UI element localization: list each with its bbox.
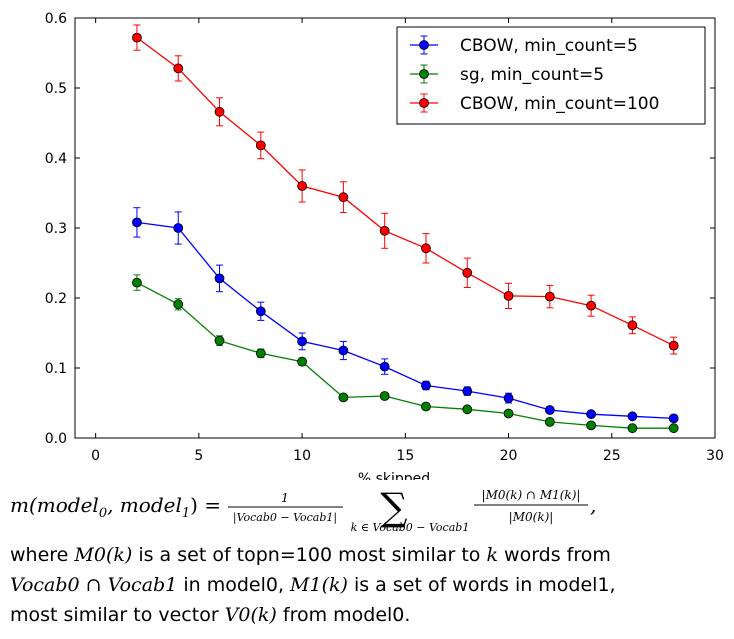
- data-point: [214, 106, 225, 117]
- x-axis-label: % skipped: [358, 471, 430, 480]
- data-point: [297, 336, 307, 347]
- legend: CBOW, min_count=5 sg, min_count=5 CBOW, mi…: [396, 26, 706, 125]
- x-tick-label: 10: [293, 448, 311, 464]
- axis-ticks: 0 5 10 15 20 25 30 0.0 0.1 0.2 0.3 0.4 0.5 0.6: [45, 11, 724, 464]
- frac-num: 1: [281, 491, 289, 505]
- legend-marker: [419, 98, 429, 108]
- data-point: [173, 299, 184, 310]
- formula-sub0: 0: [99, 506, 107, 521]
- data-point: [627, 320, 638, 331]
- legend-label: sg, min_count=5: [460, 65, 604, 85]
- x-tick-label: 25: [603, 448, 621, 464]
- data-point: [297, 356, 307, 367]
- data-point: [173, 63, 184, 74]
- x-tick-label: 20: [500, 448, 518, 464]
- legend-label: CBOW, min_count=5: [460, 36, 638, 56]
- data-point: [132, 217, 142, 228]
- series-line: [136, 282, 674, 429]
- y-tick-label: 0.4: [45, 151, 67, 167]
- data-point: [668, 423, 679, 434]
- x-tick-label: 15: [396, 448, 414, 464]
- y-tick-label: 0.3: [45, 221, 67, 237]
- formula-sub1: 1: [182, 506, 190, 521]
- chart: 0 5 10 15 20 25 30 0.0 0.1 0.2 0.3 0.4 0.5 0.6 % skip…: [45, 11, 724, 480]
- svg-text:m(model0, model1) =: m(model0, model1) =: [10, 493, 221, 521]
- series-line: [136, 37, 674, 347]
- plot-area: [132, 24, 679, 434]
- legend-marker: [419, 69, 429, 79]
- sum-symbol: ∑: [380, 486, 407, 529]
- data-point: [255, 140, 266, 151]
- y-tick-label: 0.6: [45, 11, 67, 27]
- formula: m(model0, model1) = 1 |Vocab0 − Vocab1| …: [10, 485, 730, 534]
- data-point: [379, 391, 390, 401]
- series-2: [132, 274, 679, 434]
- y-tick-label: 0.0: [45, 431, 67, 447]
- data-point: [421, 243, 431, 254]
- sum-subscript: k ∈ Vocab0 − Vocab1: [351, 521, 470, 532]
- data-point: [627, 411, 638, 422]
- data-point: [132, 277, 142, 288]
- data-point: [379, 225, 390, 236]
- legend-box: [396, 26, 706, 125]
- data-point: [379, 361, 390, 372]
- data-point: [503, 290, 514, 301]
- frac-den: |Vocab0 − Vocab1|: [233, 511, 337, 525]
- data-point: [338, 192, 349, 203]
- data-point: [627, 423, 638, 434]
- data-point: [668, 413, 679, 424]
- formula-lhs: m(model: [10, 493, 99, 517]
- formula-eq: ) =: [190, 493, 221, 517]
- term-num: |M0(k) ∩ M1(k)|: [482, 488, 581, 502]
- data-point: [544, 405, 555, 415]
- data-point: [503, 408, 514, 419]
- data-point: [421, 380, 431, 391]
- data-point: [297, 181, 307, 191]
- series-1: [132, 207, 679, 424]
- description-line-3: most similar to vector V0(k) from model0…: [10, 604, 411, 626]
- data-point: [503, 393, 514, 404]
- data-point: [173, 223, 184, 233]
- data-point: [586, 409, 597, 420]
- legend-marker: [419, 40, 429, 50]
- x-tick-label: 5: [194, 448, 203, 464]
- description-line-1: where M0(k) is a set of topn=100 most si…: [10, 544, 611, 566]
- y-tick-label: 0.2: [45, 291, 67, 307]
- data-point: [214, 335, 225, 346]
- data-point: [132, 32, 142, 43]
- data-point: [214, 273, 225, 284]
- data-point: [421, 401, 431, 412]
- data-point: [255, 348, 266, 359]
- description: where M0(k) is a set of topn=100 most si…: [10, 540, 730, 630]
- formula-mid: , model: [107, 493, 182, 517]
- x-tick-label: 30: [706, 448, 724, 464]
- data-point: [586, 420, 597, 431]
- data-point: [544, 416, 555, 427]
- data-point: [462, 404, 473, 415]
- term-den: |M0(k)|: [509, 510, 554, 524]
- data-point: [544, 291, 555, 302]
- data-point: [255, 306, 266, 317]
- legend-label: CBOW, min_count=100: [460, 94, 659, 114]
- formula-trail: ,: [590, 493, 596, 517]
- data-point: [462, 267, 473, 278]
- data-point: [586, 300, 597, 311]
- data-point: [668, 340, 679, 351]
- formula-svg: m(model0, model1) = 1 |Vocab0 − Vocab1| …: [10, 485, 596, 534]
- data-point: [338, 345, 349, 356]
- x-tick-label: 0: [91, 448, 100, 464]
- data-point: [338, 392, 349, 403]
- series-3: [132, 24, 679, 355]
- y-tick-label: 0.1: [45, 361, 67, 377]
- data-point: [462, 386, 473, 397]
- series-line: [136, 221, 674, 420]
- y-tick-label: 0.5: [45, 81, 67, 97]
- description-line-2: Vocab0 ∩ Vocab1 in model0, M1(k) is a se…: [10, 574, 616, 596]
